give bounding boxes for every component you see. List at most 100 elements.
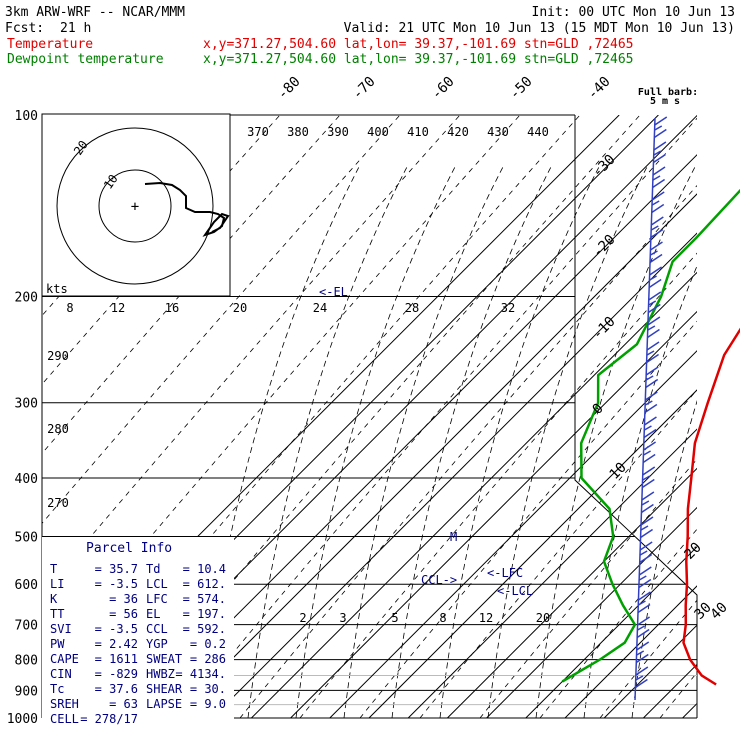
dry-adiabat-line [42,115,341,455]
wind-barb [650,228,664,239]
parcel-label: EL [146,607,160,621]
wind-barb [637,603,651,614]
isotherm-line [486,506,697,718]
moist-adiabat-line [391,164,553,718]
parcel-value: = 574. [183,592,226,606]
theta-lower-label: 290 [47,349,69,363]
parcel-value: = 37.6 [95,682,138,696]
dry-adiabat-line [42,115,521,668]
wind-barb [646,353,660,364]
wind-barb [649,266,663,281]
mixing-ratio-label: 3 [339,611,346,625]
wind-barb [643,441,657,456]
wind-barb [647,316,661,331]
isotherm-line [329,350,697,718]
parcel-label: LI [50,577,64,591]
wind-barb [639,541,653,556]
barb-title: Full barb: [638,87,698,98]
theta-label: 400 [367,125,389,139]
wind-barb [641,491,655,506]
wind-barb [635,678,648,689]
dry-adiabat-line [539,528,697,718]
mixing-ratio-label: 20 [536,611,550,625]
pressure-label: 1000 [7,712,38,727]
hodograph-trace [144,181,230,237]
parcel-value: = 278/17 [80,712,138,726]
wind-barb [641,503,654,514]
parcel-value: = 197. [183,607,226,621]
theta-label: 370 [247,125,269,139]
isotherm-line [407,428,697,718]
legend-dewpoint: Dewpoint temperature [7,52,164,67]
parcel-label: CAPE [50,652,79,666]
pressure-label: 400 [15,472,38,487]
hodo-speed-label: 32 [501,301,515,315]
wind-barb [638,591,651,606]
parcel-value: = 1611 [95,652,138,666]
isotherms [42,115,697,718]
parcel-value: = 0.2 [190,637,226,651]
pressure-label: 500 [15,530,38,545]
parcel-row: LI = -3.5 LCL = 612. [50,577,226,591]
wind-barb [652,166,666,181]
wind-barb [653,153,666,164]
level-annotations: <-LFC <-LCL CCL-> <-EL M [319,285,533,598]
pressure-label: 600 [15,578,38,593]
parcel-label: SREH [50,697,79,711]
isotherm-line [447,467,697,718]
wind-barb [644,416,657,431]
dry-adiabat-line [239,185,697,718]
parcel-label: Td [146,562,160,576]
parcel-label: LAPSE [146,697,182,711]
parcel-value: = 10.4 [183,562,226,576]
parcel-label: SWEAT [146,652,182,666]
wind-barb [647,303,661,314]
dry-adiabat-line [179,117,697,718]
dry-adiabat-line [59,115,581,718]
moist-adiabat-line [343,164,505,718]
isotherm-label: -70 [350,74,379,103]
parcel-row: SVI = -3.5 CCL = 592. [50,622,226,636]
hodo-speed-label: 20 [233,301,247,315]
hodograph-box [41,113,231,297]
pressure-label: 200 [15,291,38,306]
wind-barb [636,641,650,656]
dry-adiabat-line [42,115,461,595]
parcel-row: CELL = 278/17 [50,712,138,726]
wind-barb [651,203,665,214]
theta-label: 390 [327,125,349,139]
parcel-info-panel: Parcel Info T = 35.7 Td = 10.4 LI = -3.5 LCL = … [42,537,234,727]
isotherm-line [133,154,697,718]
wind-barb [640,516,654,531]
wind-barb [636,628,650,639]
parcel-row: T = 35.7 Td = 10.4 [50,562,226,576]
wind-barb [651,191,665,206]
moist-adiabat-line [535,164,697,718]
wind-barb [638,566,652,581]
parcel-label: LCL [146,577,168,591]
isotherm-line [172,193,697,718]
moist-adiabat-line [199,164,361,718]
wind-barb [650,241,663,256]
wind-barb [649,253,663,264]
parcel-value: = -3.5 [95,622,138,636]
isotherm-line [682,702,697,718]
mixing-ratio-labels: 2 3 5 8 12 20 [299,611,550,625]
parcel-row: CIN = -829 HWBZ = 4134. [50,667,226,681]
temperature-location: x,y=371.27,504.60 lat,lon= 39.37,-101.69… [203,37,633,52]
pressure-label: 800 [15,654,38,669]
barb-staff-upper [634,117,656,701]
isotherm-label: -10 [590,314,619,343]
sounding-series [561,188,740,686]
wind-barbs: Full barb: 5 m s [634,87,698,701]
parcel-label: CIN [50,667,72,681]
parcel-info-background [42,537,234,727]
parcel-row: SREH = 63 LAPSE = 9.0 [50,697,226,711]
parcel-value: = 35.7 [95,562,138,576]
dry-adiabat-line [359,320,697,718]
parcel-label: LFC [146,592,168,606]
parcel-row: K = 36 LFC = 574. [50,592,226,606]
isotherm-label: -40 [585,74,614,103]
el-label: <-EL [319,285,348,299]
